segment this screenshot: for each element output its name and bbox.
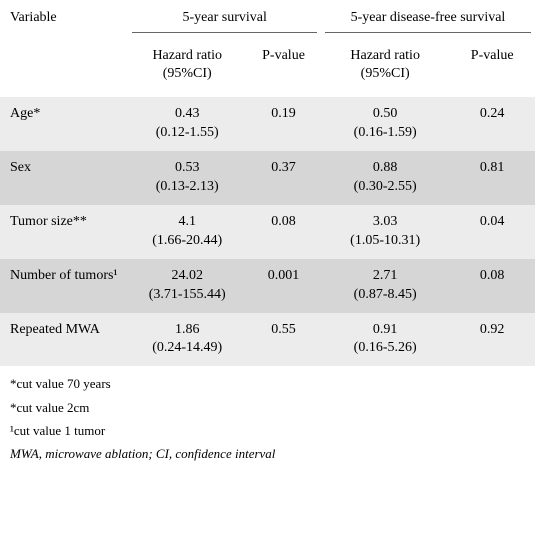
footnote-3: ¹cut value 1 tumor xyxy=(10,419,525,442)
cell-hr1: 4.1(1.66-20.44) xyxy=(128,205,246,259)
cell-variable: Tumor size** xyxy=(0,205,128,259)
table-row: Tumor size**4.1(1.66-20.44)0.083.03(1.05… xyxy=(0,205,535,259)
table-body: Age*0.43(0.12-1.55)0.190.50(0.16-1.59)0.… xyxy=(0,97,535,366)
cell-p2: 0.24 xyxy=(449,97,535,151)
cell-variable: Repeated MWA xyxy=(0,313,128,367)
cell-hr2: 3.03(1.05-10.31) xyxy=(321,205,449,259)
cell-variable: Number of tumors¹ xyxy=(0,259,128,313)
footnote-4: MWA, microwave ablation; CI, confidence … xyxy=(10,442,525,465)
cell-p2: 0.04 xyxy=(449,205,535,259)
subheader-empty xyxy=(0,39,128,97)
cell-p1: 0.55 xyxy=(246,313,321,367)
cell-p2: 0.08 xyxy=(449,259,535,313)
cell-variable: Age* xyxy=(0,97,128,151)
col-group-5yr-dfs: 5-year disease-free survival xyxy=(321,0,535,39)
cell-hr1: 1.86(0.24-14.49) xyxy=(128,313,246,367)
cell-hr1: 0.43(0.12-1.55) xyxy=(128,97,246,151)
survival-table: Variable 5-year survival 5-year disease-… xyxy=(0,0,535,366)
cell-hr1: 24.02(3.71-155.44) xyxy=(128,259,246,313)
cell-hr2: 0.50(0.16-1.59) xyxy=(321,97,449,151)
table-row: Repeated MWA1.86(0.24-14.49)0.550.91(0.1… xyxy=(0,313,535,367)
cell-p1: 0.001 xyxy=(246,259,321,313)
col-header-variable: Variable xyxy=(0,0,128,39)
footnote-1: *cut value 70 years xyxy=(10,372,525,395)
footnote-2: *cut value 2cm xyxy=(10,396,525,419)
cell-variable: Sex xyxy=(0,151,128,205)
group-label-1: 5-year survival xyxy=(132,10,317,33)
cell-hr1: 0.53(0.13-2.13) xyxy=(128,151,246,205)
cell-hr2: 0.91(0.16-5.26) xyxy=(321,313,449,367)
subheader-hr2: Hazard ratio (95%CI) xyxy=(321,39,449,97)
cell-p1: 0.19 xyxy=(246,97,321,151)
subheader-p2: P-value xyxy=(449,39,535,97)
cell-p2: 0.81 xyxy=(449,151,535,205)
subheader-p1: P-value xyxy=(246,39,321,97)
table-row: Sex0.53(0.13-2.13)0.370.88(0.30-2.55)0.8… xyxy=(0,151,535,205)
header-row-groups: Variable 5-year survival 5-year disease-… xyxy=(0,0,535,39)
cell-p2: 0.92 xyxy=(449,313,535,367)
table-row: Number of tumors¹24.02(3.71-155.44)0.001… xyxy=(0,259,535,313)
cell-p1: 0.37 xyxy=(246,151,321,205)
footnotes: *cut value 70 years *cut value 2cm ¹cut … xyxy=(0,366,535,476)
cell-hr2: 2.71(0.87-8.45) xyxy=(321,259,449,313)
table-row: Age*0.43(0.12-1.55)0.190.50(0.16-1.59)0.… xyxy=(0,97,535,151)
group-label-2: 5-year disease-free survival xyxy=(325,10,531,33)
subheader-hr1: Hazard ratio (95%CI) xyxy=(128,39,246,97)
cell-hr2: 0.88(0.30-2.55) xyxy=(321,151,449,205)
cell-p1: 0.08 xyxy=(246,205,321,259)
header-row-sub: Hazard ratio (95%CI) P-value Hazard rati… xyxy=(0,39,535,97)
col-group-5yr-survival: 5-year survival xyxy=(128,0,321,39)
